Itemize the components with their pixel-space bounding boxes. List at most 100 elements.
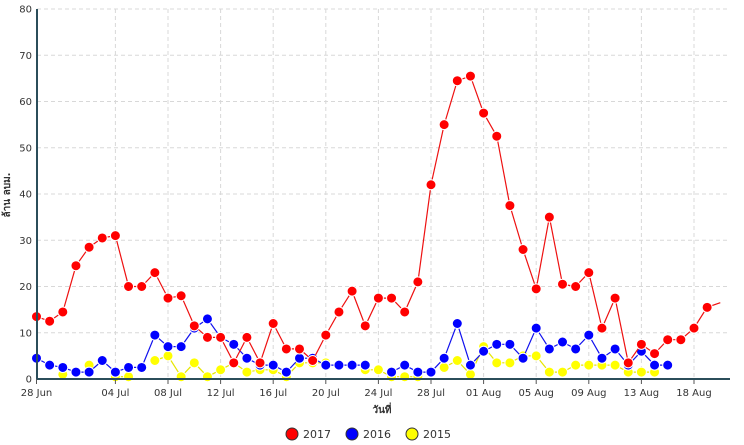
data-point[interactable] [241, 366, 253, 378]
data-point[interactable] [412, 366, 424, 378]
data-point[interactable] [662, 359, 674, 371]
data-point[interactable] [320, 359, 332, 371]
data-point[interactable] [254, 357, 266, 369]
data-point[interactable] [123, 371, 135, 383]
data-point[interactable] [438, 119, 450, 131]
data-point[interactable] [267, 318, 279, 329]
data-point[interactable] [346, 359, 358, 371]
data-point[interactable] [491, 130, 503, 142]
data-point[interactable] [517, 352, 529, 364]
data-point[interactable] [399, 371, 411, 383]
data-point[interactable] [596, 322, 608, 334]
data-point[interactable] [44, 315, 56, 327]
data-point[interactable] [136, 281, 148, 292]
data-point[interactable] [215, 331, 227, 343]
data-point[interactable] [557, 366, 568, 378]
data-point[interactable] [109, 366, 121, 378]
data-point[interactable] [70, 366, 82, 378]
data-point[interactable] [504, 338, 516, 350]
data-point[interactable] [635, 338, 647, 350]
data-point[interactable] [425, 179, 437, 191]
legend[interactable]: 2017 2016 2015 [285, 427, 451, 441]
data-point[interactable] [241, 331, 253, 343]
data-point[interactable] [504, 357, 516, 369]
data-point[interactable] [109, 230, 121, 242]
data-point[interactable] [175, 290, 187, 302]
data-point[interactable] [649, 359, 661, 371]
data-point[interactable] [399, 306, 411, 318]
data-point[interactable] [504, 200, 516, 212]
data-point[interactable] [241, 352, 253, 364]
data-point[interactable] [136, 361, 148, 373]
data-point[interactable] [372, 364, 384, 376]
data-point[interactable] [451, 318, 463, 329]
data-point[interactable] [438, 352, 450, 364]
data-point[interactable] [372, 292, 384, 304]
data-point[interactable] [188, 320, 200, 332]
data-point[interactable] [517, 244, 529, 255]
data-point[interactable] [333, 359, 345, 371]
data-point[interactable] [57, 306, 69, 318]
data-point[interactable] [530, 350, 542, 362]
data-point[interactable] [412, 276, 424, 288]
data-point[interactable] [123, 281, 135, 292]
data-point[interactable] [280, 343, 292, 355]
data-point[interactable] [662, 334, 674, 346]
data-point[interactable] [386, 292, 398, 304]
data-point[interactable] [557, 278, 568, 290]
data-point[interactable] [201, 313, 213, 325]
data-point[interactable] [188, 357, 200, 369]
legend-item-2015[interactable]: 2015 [405, 427, 451, 441]
data-point[interactable] [530, 283, 542, 295]
data-point[interactable] [149, 267, 161, 279]
data-point[interactable] [688, 322, 700, 334]
data-point[interactable] [609, 292, 621, 304]
data-point[interactable] [701, 301, 713, 313]
data-point[interactable] [675, 334, 687, 346]
data-point[interactable] [228, 357, 240, 369]
data-point[interactable] [294, 343, 305, 355]
data-point[interactable] [267, 359, 279, 371]
data-point[interactable] [425, 366, 437, 378]
data-point[interactable] [149, 329, 161, 341]
data-point[interactable] [583, 359, 595, 371]
data-point[interactable] [635, 366, 647, 378]
data-point[interactable] [557, 336, 568, 348]
legend-item-2016[interactable]: 2016 [345, 427, 391, 441]
data-point[interactable] [570, 343, 582, 355]
data-point[interactable] [346, 285, 358, 297]
data-point[interactable] [83, 366, 95, 378]
data-point[interactable] [307, 355, 319, 366]
data-point[interactable] [451, 355, 463, 366]
data-point[interactable] [491, 357, 503, 369]
data-point[interactable] [201, 371, 213, 383]
data-point[interactable] [215, 364, 227, 376]
data-point[interactable] [294, 352, 305, 364]
data-point[interactable] [162, 350, 174, 362]
data-point[interactable] [320, 329, 332, 341]
data-point[interactable] [162, 341, 174, 353]
data-point[interactable] [175, 371, 187, 383]
data-point[interactable] [438, 361, 450, 373]
data-point[interactable] [333, 306, 345, 318]
data-point[interactable] [451, 75, 463, 87]
data-point[interactable] [464, 70, 476, 82]
data-point[interactable] [123, 361, 135, 373]
data-point[interactable] [543, 343, 555, 355]
data-point[interactable] [649, 348, 661, 360]
data-point[interactable] [359, 359, 371, 371]
data-point[interactable] [399, 359, 411, 371]
data-point[interactable] [280, 366, 292, 378]
data-point[interactable] [228, 338, 240, 350]
data-point[interactable] [70, 260, 82, 272]
data-point[interactable] [543, 366, 555, 378]
data-point[interactable] [491, 338, 503, 350]
data-point[interactable] [609, 359, 621, 371]
data-point[interactable] [530, 322, 542, 334]
data-point[interactable] [543, 211, 555, 223]
data-point[interactable] [359, 320, 371, 332]
data-point[interactable] [570, 359, 582, 371]
data-point[interactable] [464, 359, 476, 371]
data-point[interactable] [44, 359, 56, 371]
data-point[interactable] [386, 366, 398, 378]
